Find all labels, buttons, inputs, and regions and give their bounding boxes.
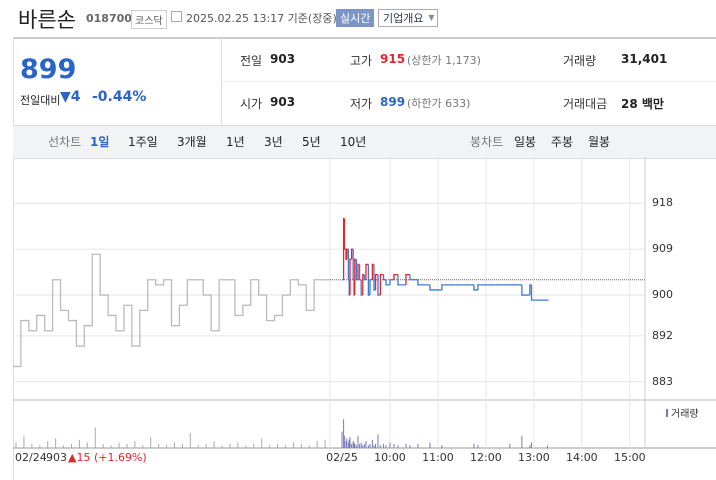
divider — [222, 81, 716, 82]
dropdown-arrow: ▼ — [428, 13, 435, 22]
price-segment — [429, 284, 442, 291]
x-tick-label: 02/25 — [326, 451, 358, 464]
tab-bar — [13, 125, 716, 159]
price-segment — [358, 264, 362, 281]
price-segment — [342, 217, 345, 280]
price-segment — [346, 248, 349, 260]
price-segment — [405, 273, 410, 285]
quote-label: 거래량 — [563, 54, 597, 68]
price-segment — [441, 284, 474, 290]
realtime-button[interactable]: 실시간 — [336, 9, 375, 27]
x-tick-label: 12:00 — [470, 451, 502, 464]
price-segment — [389, 279, 394, 285]
price-segment — [477, 284, 510, 290]
tab[interactable]: 일봉 — [514, 135, 537, 149]
prev-change-label: ▲15 (+1.69%) — [68, 451, 147, 464]
stock-code: 018700 — [86, 12, 132, 25]
price-segment — [352, 249, 354, 281]
change-label: 전일대비 — [20, 94, 61, 107]
price-segment — [354, 258, 357, 296]
price-segment — [365, 263, 369, 280]
price-segment — [529, 284, 532, 296]
tab[interactable]: 10년 — [340, 135, 367, 149]
quote-label: 전일 — [240, 54, 263, 68]
legend-swatch — [666, 409, 668, 417]
y-tick-label: 918 — [652, 196, 673, 209]
y-tick-label: 900 — [652, 288, 673, 301]
divider — [221, 39, 222, 125]
tab-group-label: 선차트 — [48, 135, 82, 149]
price-segment — [379, 273, 384, 296]
quote-note: (하한가 633) — [407, 97, 471, 110]
price-segment — [362, 273, 365, 296]
x-tick-label: 14:00 — [566, 451, 598, 464]
price-segment — [363, 274, 366, 281]
prev-close-label: 903 — [46, 451, 67, 464]
price-segment — [373, 264, 376, 291]
company-button-text: 기업개요 — [383, 12, 424, 25]
company-button[interactable]: 기업개요 ▼ — [378, 9, 439, 27]
stock-name: 바른손 — [18, 8, 76, 32]
price-segment — [385, 279, 390, 286]
x-tick-label: 15:00 — [614, 451, 646, 464]
quote-value: 915 — [380, 52, 406, 66]
quote-value: 903 — [270, 95, 296, 109]
x-tick-label: 13:00 — [518, 451, 550, 464]
quote-note: (상한가 1,173) — [407, 54, 481, 67]
x-tick-label: 02/24 — [15, 451, 47, 464]
quote-label: 고가 — [350, 54, 373, 68]
change-amount: ▼4 — [60, 89, 81, 105]
price-segment — [349, 258, 352, 296]
price-segment — [417, 279, 430, 286]
legend-label: 거래량 — [671, 408, 699, 420]
x-tick-label: 11:00 — [422, 451, 454, 464]
quote-value: 28 백만 — [621, 97, 664, 111]
price-segment — [374, 273, 378, 290]
price-segment — [347, 249, 350, 281]
price-segment — [369, 279, 373, 296]
tab[interactable]: 1년 — [226, 135, 245, 149]
tab[interactable]: 3년 — [264, 135, 283, 149]
price-segment — [355, 259, 358, 281]
price-segment — [382, 274, 386, 281]
price-segment — [409, 274, 418, 281]
quote-label: 저가 — [350, 97, 373, 111]
x-tick-label: 10:00 — [374, 451, 406, 464]
tab-group-label: 봉차트 — [470, 135, 504, 149]
price-segment — [350, 248, 354, 260]
calendar-icon — [171, 11, 182, 22]
quote-label: 시가 — [240, 97, 263, 111]
quote-value: 903 — [270, 52, 296, 66]
price-segment — [530, 284, 548, 301]
change-percent: -0.44% — [92, 89, 147, 105]
panel-border — [13, 37, 716, 480]
tab[interactable]: 1일 — [90, 135, 110, 149]
quote-label: 거래대금 — [563, 97, 608, 111]
market-badge: 코스닥 — [131, 10, 167, 29]
tab[interactable]: 주봉 — [551, 135, 574, 149]
y-tick-label: 892 — [652, 329, 673, 342]
chart: 918 909 900 892 883 10:00 11:00 12:00 13:00 14:00… — [13, 157, 716, 464]
tab[interactable]: 3개월 — [177, 135, 207, 149]
tab[interactable]: 1주일 — [128, 135, 158, 149]
price-segment — [521, 284, 530, 296]
y-tick-label: 883 — [652, 375, 673, 388]
tab[interactable]: 5년 — [302, 135, 321, 149]
price-segment — [397, 274, 406, 286]
quote-value: 899 — [380, 95, 406, 109]
price-segment — [377, 274, 381, 296]
price-segment — [473, 284, 478, 291]
tab[interactable]: 월봉 — [588, 135, 611, 149]
timestamp: 2025.02.25 13:17 기준(장중) — [186, 12, 337, 25]
price-segment — [343, 218, 346, 250]
price-segment — [393, 273, 398, 280]
y-tick-label: 909 — [652, 242, 673, 255]
current-price: 899 — [20, 54, 77, 85]
prev-day-line — [13, 253, 330, 368]
quote-value: 31,401 — [621, 52, 668, 66]
